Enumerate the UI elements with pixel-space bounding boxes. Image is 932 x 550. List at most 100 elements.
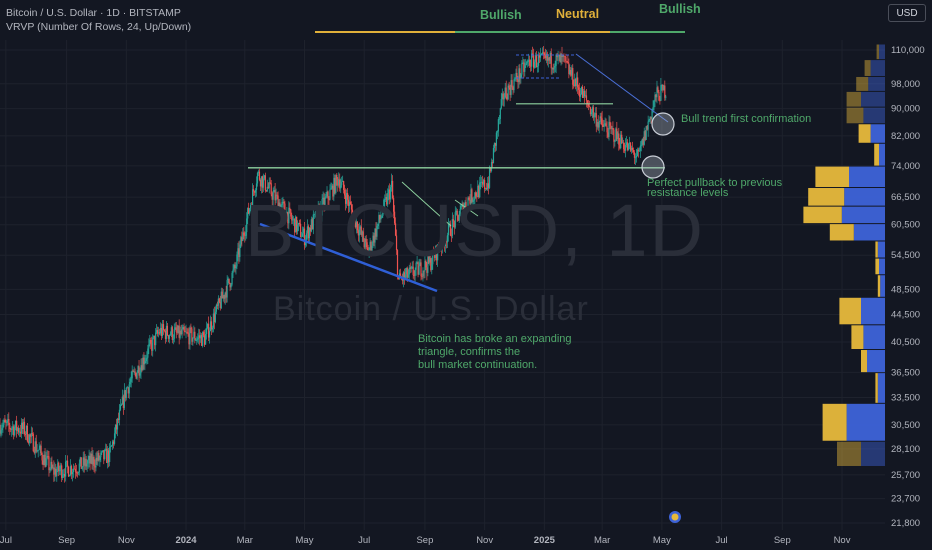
- candle-body: [381, 215, 383, 218]
- candle-body: [485, 188, 487, 190]
- candle-body: [199, 335, 201, 339]
- candle-body: [638, 150, 640, 152]
- price-tick-label: 90,000: [891, 104, 920, 115]
- candle-body: [271, 194, 273, 200]
- candle-body: [194, 331, 196, 341]
- price-tick-label: 21,800: [891, 518, 920, 529]
- candle-body: [389, 189, 391, 200]
- candle-body: [235, 266, 237, 269]
- candle-body: [531, 53, 533, 67]
- volume-bar-down: [856, 76, 869, 91]
- candle-body: [121, 396, 123, 405]
- candle-body: [11, 428, 13, 430]
- candle-body: [547, 57, 549, 61]
- candle-body: [388, 189, 390, 194]
- candle-body: [475, 192, 477, 197]
- candle-body: [37, 450, 39, 451]
- candle-body: [137, 366, 139, 373]
- candle-body: [374, 228, 376, 243]
- candle-body: [618, 133, 620, 145]
- candle-body: [291, 216, 293, 221]
- candle-body: [568, 63, 570, 74]
- candle-body: [222, 295, 224, 299]
- symbol-title[interactable]: Bitcoin / U.S. Dollar · 1D · BITSTAMP: [6, 7, 181, 19]
- candle-body: [154, 335, 156, 346]
- candle-body: [43, 454, 45, 465]
- candle-body: [419, 262, 421, 266]
- candle-body: [604, 123, 606, 125]
- candle-body: [149, 340, 151, 345]
- candle-body: [144, 361, 146, 365]
- candle-body: [99, 457, 101, 461]
- candle-body: [274, 190, 276, 201]
- volume-profile: [803, 44, 885, 466]
- candle-body: [18, 431, 21, 433]
- time-tick-label: Sep: [416, 535, 433, 546]
- candle-body: [578, 87, 580, 90]
- candle-body: [86, 463, 88, 467]
- volume-bar-up: [841, 206, 885, 224]
- candle-body: [447, 224, 450, 236]
- candle-body: [422, 270, 424, 277]
- candle-body: [479, 182, 481, 198]
- candle-body: [527, 60, 529, 63]
- pullback-marker: [641, 155, 665, 179]
- candle-body: [563, 55, 565, 57]
- candle-body: [334, 177, 336, 193]
- volume-bar-up: [853, 224, 885, 241]
- currency-button[interactable]: USD: [888, 4, 926, 22]
- candle-body: [431, 264, 433, 270]
- price-tick-label: 98,000: [891, 79, 920, 90]
- candles: [0, 45, 667, 483]
- candle-body: [263, 175, 265, 179]
- time-axis[interactable]: Jul Sep Nov 2024 Mar May Jul Sep Nov 2025 Mar May Ju…: [0, 535, 851, 546]
- candle-body: [262, 178, 264, 188]
- candle-body: [424, 260, 426, 272]
- candle-body: [155, 332, 157, 346]
- candle-body: [25, 425, 28, 435]
- candle-body: [387, 193, 389, 205]
- candle-body: [350, 204, 353, 210]
- volume-bar-down: [858, 124, 871, 143]
- volume-bar-down: [875, 241, 878, 258]
- candle-body: [525, 63, 527, 66]
- candle-body: [83, 457, 85, 466]
- candle-body: [553, 67, 555, 70]
- candle-body: [285, 212, 287, 220]
- candle-body: [70, 466, 73, 475]
- candle-body: [451, 219, 453, 236]
- candle-body: [265, 190, 267, 192]
- candle-body: [595, 113, 597, 127]
- candle-body: [236, 254, 238, 267]
- candle-body: [368, 249, 370, 256]
- candle-body: [659, 100, 661, 102]
- price-axis[interactable]: 110,000 98,000 90,000 82,000 74,000 66,500 60,…: [891, 45, 925, 529]
- candle-body: [557, 56, 559, 58]
- candle-body: [478, 185, 480, 198]
- candle-body: [254, 190, 257, 193]
- candle-body: [167, 335, 170, 339]
- candle-body: [589, 107, 591, 115]
- candle-body: [162, 324, 165, 331]
- candle-body: [418, 265, 420, 275]
- indicator-label[interactable]: VRVP (Number Of Rows, 24, Up/Down): [6, 21, 192, 33]
- candle-body: [490, 162, 493, 171]
- drawings: [248, 31, 685, 523]
- time-tick-label: 2024: [175, 535, 197, 546]
- price-tick-label: 23,700: [891, 494, 920, 505]
- candle-body: [454, 212, 456, 228]
- candle-body: [354, 214, 357, 228]
- candle-body: [653, 100, 655, 108]
- candle-body: [621, 134, 623, 144]
- candle-body: [7, 418, 9, 421]
- candle-body: [245, 232, 247, 236]
- candle-body: [306, 226, 309, 234]
- candle-body: [429, 258, 431, 263]
- candle-body: [294, 218, 296, 233]
- candle-body: [357, 230, 359, 236]
- candle-body: [256, 172, 259, 184]
- pullback-label-line2: resistance levels: [647, 187, 729, 199]
- candle-body: [445, 240, 448, 243]
- candle-body: [652, 107, 654, 111]
